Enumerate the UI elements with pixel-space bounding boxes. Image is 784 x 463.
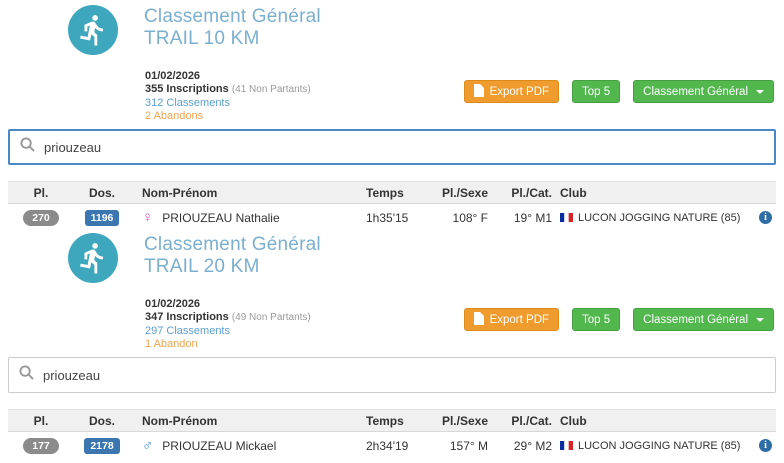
race-stats: 01/02/2026 355 Inscriptions (41 Non Part…: [145, 70, 311, 122]
results-table-header: Pl. Dos. Nom-Prénom Temps Pl./Sexe Pl./C…: [8, 409, 776, 432]
race-title-line1: Classement Général: [144, 6, 321, 27]
race-title-line2: TRAIL 10 KM: [144, 28, 260, 49]
race-date: 01/02/2026: [145, 70, 201, 82]
france-flag-icon: [560, 213, 573, 222]
pdf-file-icon: [473, 83, 484, 100]
header-club: Club: [560, 185, 587, 200]
info-icon[interactable]: i: [759, 439, 772, 452]
header-pl: Pl.: [33, 413, 49, 428]
runner-icon: [68, 233, 118, 283]
caret-down-icon: [756, 89, 764, 94]
header-cat: Pl./Cat.: [511, 413, 552, 428]
bib-badge: 2178: [84, 437, 120, 454]
club-name: LUCON JOGGING NATURE (85): [578, 439, 741, 452]
race-section-trail-20km: Classement Général TRAIL 20 KM 01/02/202…: [0, 233, 784, 459]
club-name: LUCON JOGGING NATURE (85): [578, 211, 741, 224]
classement-general-dropdown[interactable]: Classement Général: [633, 308, 774, 331]
runner-icon: [68, 5, 118, 55]
runner-time: 1h35'15: [366, 210, 409, 225]
header-club: Club: [560, 413, 587, 428]
header-temps: Temps: [366, 413, 404, 428]
place-by-category: 29° M2: [513, 438, 552, 453]
results-table-header: Pl. Dos. Nom-Prénom Temps Pl./Sexe Pl./C…: [8, 181, 776, 204]
race-date: 01/02/2026: [145, 298, 201, 310]
race-stats: 01/02/2026 347 Inscriptions (49 Non Part…: [145, 298, 311, 350]
place-badge: 177: [23, 437, 59, 454]
non-partants-count: (41 Non Partants): [231, 84, 311, 95]
race-title-line2: TRAIL 20 KM: [144, 256, 260, 277]
table-row[interactable]: 270 1196 ♀ PRIOUZEAU Nathalie 1h35'15 10…: [8, 204, 776, 231]
header-dos: Dos.: [88, 413, 115, 428]
header-dos: Dos.: [88, 185, 115, 200]
header-sexe: Pl./Sexe: [441, 185, 488, 200]
header-name: Nom-Prénom: [142, 413, 218, 428]
runner-time: 2h34'19: [366, 438, 409, 453]
search-input[interactable]: [44, 139, 764, 155]
caret-down-icon: [756, 317, 764, 322]
search-icon: [20, 137, 35, 157]
export-pdf-button[interactable]: Export PDF: [463, 80, 560, 103]
abandons-count: 2 Abandons: [145, 110, 204, 122]
info-icon[interactable]: i: [759, 211, 772, 224]
place-by-sex: 157° M: [449, 438, 488, 453]
france-flag-icon: [560, 441, 573, 450]
place-by-category: 19° M1: [513, 210, 552, 225]
classement-general-dropdown[interactable]: Classement Général: [633, 80, 774, 103]
top5-button[interactable]: Top 5: [572, 308, 621, 331]
runner-name: PRIOUZEAU Nathalie: [162, 210, 280, 225]
race-meta: 01/02/2026 347 Inscriptions (49 Non Part…: [0, 285, 784, 350]
classements-count: 297 Classements: [145, 325, 230, 337]
male-icon: ♂: [142, 437, 154, 454]
search-box: [8, 357, 776, 393]
top5-button[interactable]: Top 5: [572, 80, 621, 103]
race-title-line1: Classement Général: [144, 234, 321, 255]
race-header: Classement Général TRAIL 20 KM: [0, 233, 784, 285]
runner-name: PRIOUZEAU Mickael: [162, 438, 277, 453]
abandons-count: 1 Abandon: [145, 338, 198, 350]
race-title: Classement Général TRAIL 20 KM: [144, 233, 321, 285]
race-title: Classement Général TRAIL 10 KM: [144, 5, 321, 57]
place-badge: 270: [23, 209, 59, 226]
header-name: Nom-Prénom: [142, 185, 218, 200]
export-pdf-button[interactable]: Export PDF: [463, 308, 560, 331]
race-section-trail-10km: Classement Général TRAIL 10 KM 01/02/202…: [0, 5, 784, 231]
header-temps: Temps: [366, 185, 404, 200]
inscriptions-count: 347 Inscriptions (49 Non Partants): [145, 311, 311, 323]
female-icon: ♀: [142, 209, 154, 226]
place-by-sex: 108° F: [452, 210, 488, 225]
results-table: Pl. Dos. Nom-Prénom Temps Pl./Sexe Pl./C…: [8, 181, 776, 231]
bib-badge: 1196: [84, 209, 120, 226]
header-cat: Pl./Cat.: [511, 185, 552, 200]
header-pl: Pl.: [33, 185, 49, 200]
inscriptions-count: 355 Inscriptions (41 Non Partants): [145, 83, 311, 95]
non-partants-count: (49 Non Partants): [231, 312, 311, 323]
action-buttons: Export PDF Top 5 Classement Général: [463, 80, 774, 103]
search-icon: [19, 365, 34, 385]
race-meta: 01/02/2026 355 Inscriptions (41 Non Part…: [0, 57, 784, 122]
search-box: [8, 129, 776, 165]
results-table: Pl. Dos. Nom-Prénom Temps Pl./Sexe Pl./C…: [8, 409, 776, 459]
pdf-file-icon: [473, 311, 484, 328]
search-input[interactable]: [43, 367, 765, 383]
action-buttons: Export PDF Top 5 Classement Général: [463, 308, 774, 331]
header-sexe: Pl./Sexe: [441, 413, 488, 428]
classements-count: 312 Classements: [145, 97, 230, 109]
table-row[interactable]: 177 2178 ♂ PRIOUZEAU Mickael 2h34'19 157…: [8, 432, 776, 459]
race-header: Classement Général TRAIL 10 KM: [0, 5, 784, 57]
